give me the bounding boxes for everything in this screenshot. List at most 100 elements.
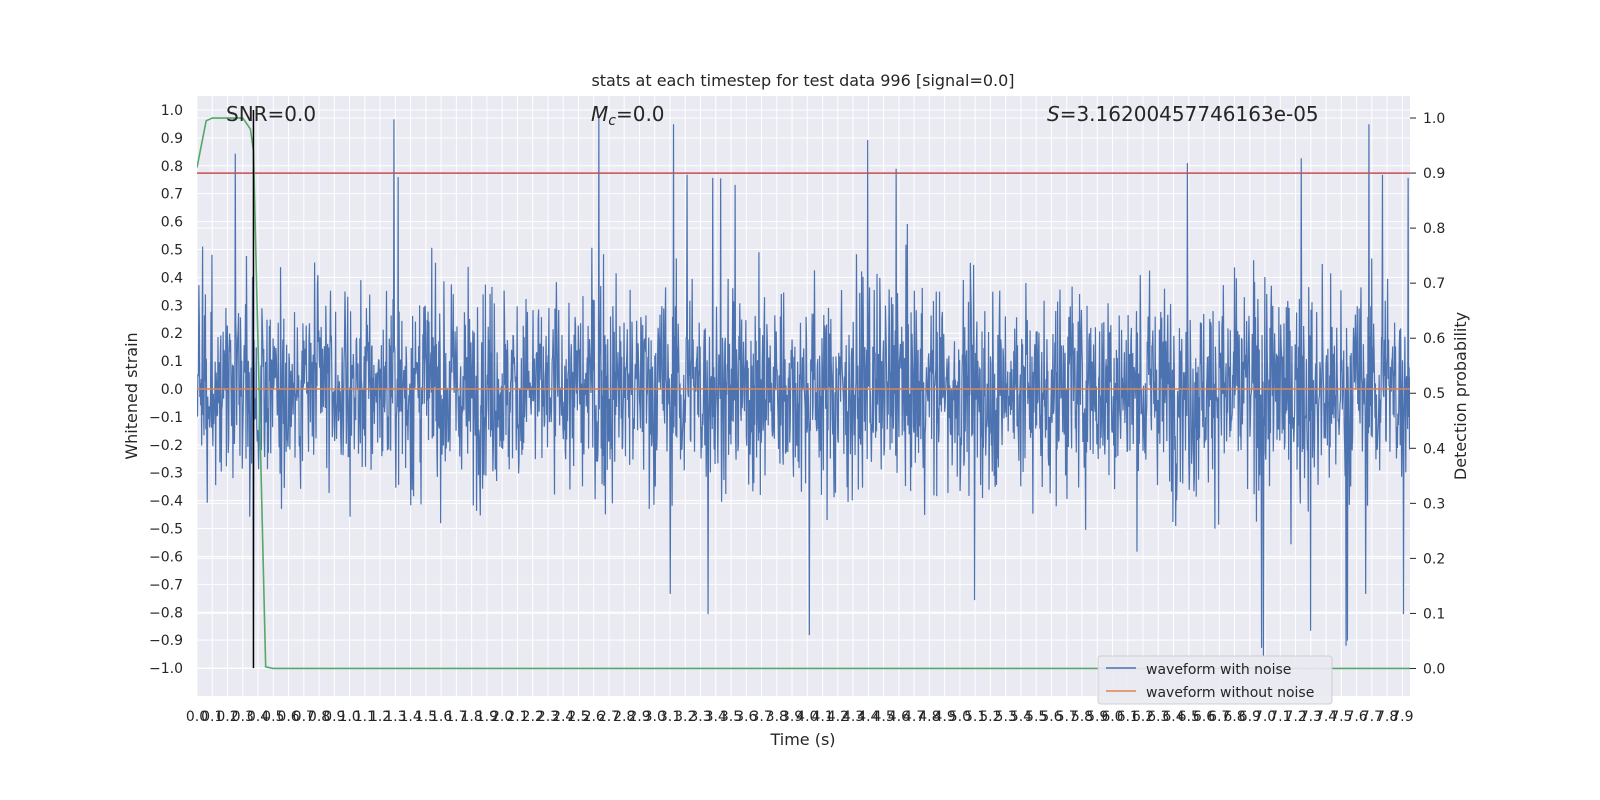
- x-tick-label: 6.1: [1117, 709, 1139, 725]
- x-tick-label: 7.8: [1376, 709, 1398, 725]
- x-tick-label: 2.7: [598, 709, 620, 725]
- x-tick-label: 5.7: [1056, 709, 1078, 725]
- x-tick-label: 1.7: [445, 709, 467, 725]
- x-tick-label: 2.1: [506, 709, 528, 725]
- y-tick-label-left: 0.2: [161, 326, 183, 342]
- y-tick-label-left: −0.5: [149, 522, 183, 538]
- y-tick-label-left: −0.6: [149, 549, 183, 565]
- x-tick-label: 1.9: [476, 709, 498, 725]
- x-tick-label: 5.0: [949, 709, 971, 725]
- x-tick-label: 6.2: [1132, 709, 1154, 725]
- x-tick-label: 3.4: [705, 709, 727, 725]
- x-tick-label: 5.3: [995, 709, 1017, 725]
- x-tick-label: 7.6: [1345, 709, 1367, 725]
- x-tick-label: 1.4: [399, 709, 421, 725]
- tick-labels: 0.00.10.20.30.40.50.60.70.80.91.01.11.21…: [149, 103, 1445, 725]
- x-tick-label: 0.1: [201, 709, 223, 725]
- x-tick-label: 3.1: [659, 709, 681, 725]
- x-tick-label: 6.3: [1147, 709, 1169, 725]
- y-tick-label-left: 0.5: [161, 242, 183, 258]
- y-tick-label-left: 0.1: [161, 354, 183, 370]
- x-tick-label: 7.4: [1315, 709, 1337, 725]
- x-tick-label: 0.3: [232, 709, 254, 725]
- x-tick-label: 7.0: [1254, 709, 1276, 725]
- y-tick-label-right: 0.1: [1423, 606, 1445, 622]
- data-layer: [197, 115, 1410, 670]
- y-tick-label-left: 0.3: [161, 298, 183, 314]
- x-tick-label: 1.0: [338, 709, 360, 725]
- y-tick-label-left: −0.2: [149, 438, 183, 454]
- y-tick-label-left: 0.8: [161, 159, 183, 175]
- y-tick-label-right: 0.9: [1423, 166, 1445, 182]
- snr-annotation: SNR=0.0: [226, 102, 316, 126]
- y-tick-label-left: −1.0: [149, 661, 183, 677]
- x-tick-label: 1.2: [369, 709, 391, 725]
- legend: waveform with noise waveform without noi…: [1097, 655, 1333, 705]
- x-tick-label: 2.6: [583, 709, 605, 725]
- x-tick-label: 7.3: [1300, 709, 1322, 725]
- x-tick-label: 5.8: [1071, 709, 1093, 725]
- x-tick-label: 6.4: [1162, 709, 1184, 725]
- x-tick-label: 3.9: [781, 709, 803, 725]
- x-tick-label: 4.9: [934, 709, 956, 725]
- x-tick-label: 4.2: [827, 709, 849, 725]
- x-tick-label: 0.8: [308, 709, 330, 725]
- x-tick-label: 1.1: [354, 709, 376, 725]
- x-tick-label: 4.8: [918, 709, 940, 725]
- x-tick-label: 4.0: [796, 709, 818, 725]
- x-tick-label: 0.0: [186, 709, 208, 725]
- y-tick-label-left: −0.4: [149, 494, 183, 510]
- x-tick-label: 3.3: [689, 709, 711, 725]
- y-tick-label-left: 0.4: [161, 270, 183, 286]
- y-axis-label-left: Whitened strain: [122, 332, 141, 459]
- x-tick-label: 4.6: [888, 709, 910, 725]
- y-tick-label-left: −0.1: [149, 410, 183, 426]
- y-axis-label-right: Detection probability: [1451, 312, 1470, 480]
- x-tick-label: 5.9: [1086, 709, 1108, 725]
- y-tick-label-right: 0.6: [1423, 331, 1445, 347]
- x-tick-label: 3.6: [735, 709, 757, 725]
- x-tick-label: 5.2: [979, 709, 1001, 725]
- x-tick-label: 2.9: [628, 709, 650, 725]
- x-tick-label: 1.5: [415, 709, 437, 725]
- y-tick-label-left: −0.3: [149, 466, 183, 482]
- y-tick-label-left: 1.0: [161, 103, 183, 119]
- x-tick-label: 6.0: [1101, 709, 1123, 725]
- y-tick-label-left: 0.9: [161, 131, 183, 147]
- x-axis-label: Time (s): [769, 730, 835, 749]
- chart-title: stats at each timestep for test data 996…: [591, 71, 1014, 90]
- x-tick-label: 0.6: [277, 709, 299, 725]
- y-tick-label-right: 0.2: [1423, 551, 1445, 567]
- s-annotation: S=3.16200457746163e-05: [1047, 102, 1319, 126]
- y-tick-label-right: 0.4: [1423, 441, 1445, 457]
- x-tick-label: 2.4: [552, 709, 574, 725]
- x-tick-label: 6.8: [1223, 709, 1245, 725]
- legend-label-noise: waveform with noise: [1146, 662, 1291, 678]
- y-tick-label-left: 0.0: [161, 382, 183, 398]
- x-tick-label: 6.9: [1239, 709, 1261, 725]
- x-tick-label: 1.6: [430, 709, 452, 725]
- x-tick-label: 7.1: [1269, 709, 1291, 725]
- y-tick-label-left: −0.9: [149, 633, 183, 649]
- x-tick-label: 4.7: [903, 709, 925, 725]
- x-tick-label: 6.6: [1193, 709, 1215, 725]
- x-tick-label: 5.5: [1025, 709, 1047, 725]
- x-tick-label: 2.2: [522, 709, 544, 725]
- x-tick-label: 7.9: [1391, 709, 1413, 725]
- x-tick-label: 5.6: [1040, 709, 1062, 725]
- x-tick-label: 3.8: [766, 709, 788, 725]
- x-tick-label: 3.5: [720, 709, 742, 725]
- x-tick-label: 2.8: [613, 709, 635, 725]
- mc-annotation: Mc=0.0: [591, 102, 665, 129]
- x-tick-label: 6.5: [1178, 709, 1200, 725]
- y-tick-label-left: 0.7: [161, 187, 183, 203]
- x-tick-label: 2.5: [567, 709, 589, 725]
- x-tick-label: 2.0: [491, 709, 513, 725]
- x-tick-label: 3.7: [750, 709, 772, 725]
- x-tick-label: 5.1: [964, 709, 986, 725]
- y-tick-label-right: 0.8: [1423, 221, 1445, 237]
- x-tick-label: 0.2: [216, 709, 238, 725]
- x-tick-label: 0.5: [262, 709, 284, 725]
- x-tick-label: 7.5: [1330, 709, 1352, 725]
